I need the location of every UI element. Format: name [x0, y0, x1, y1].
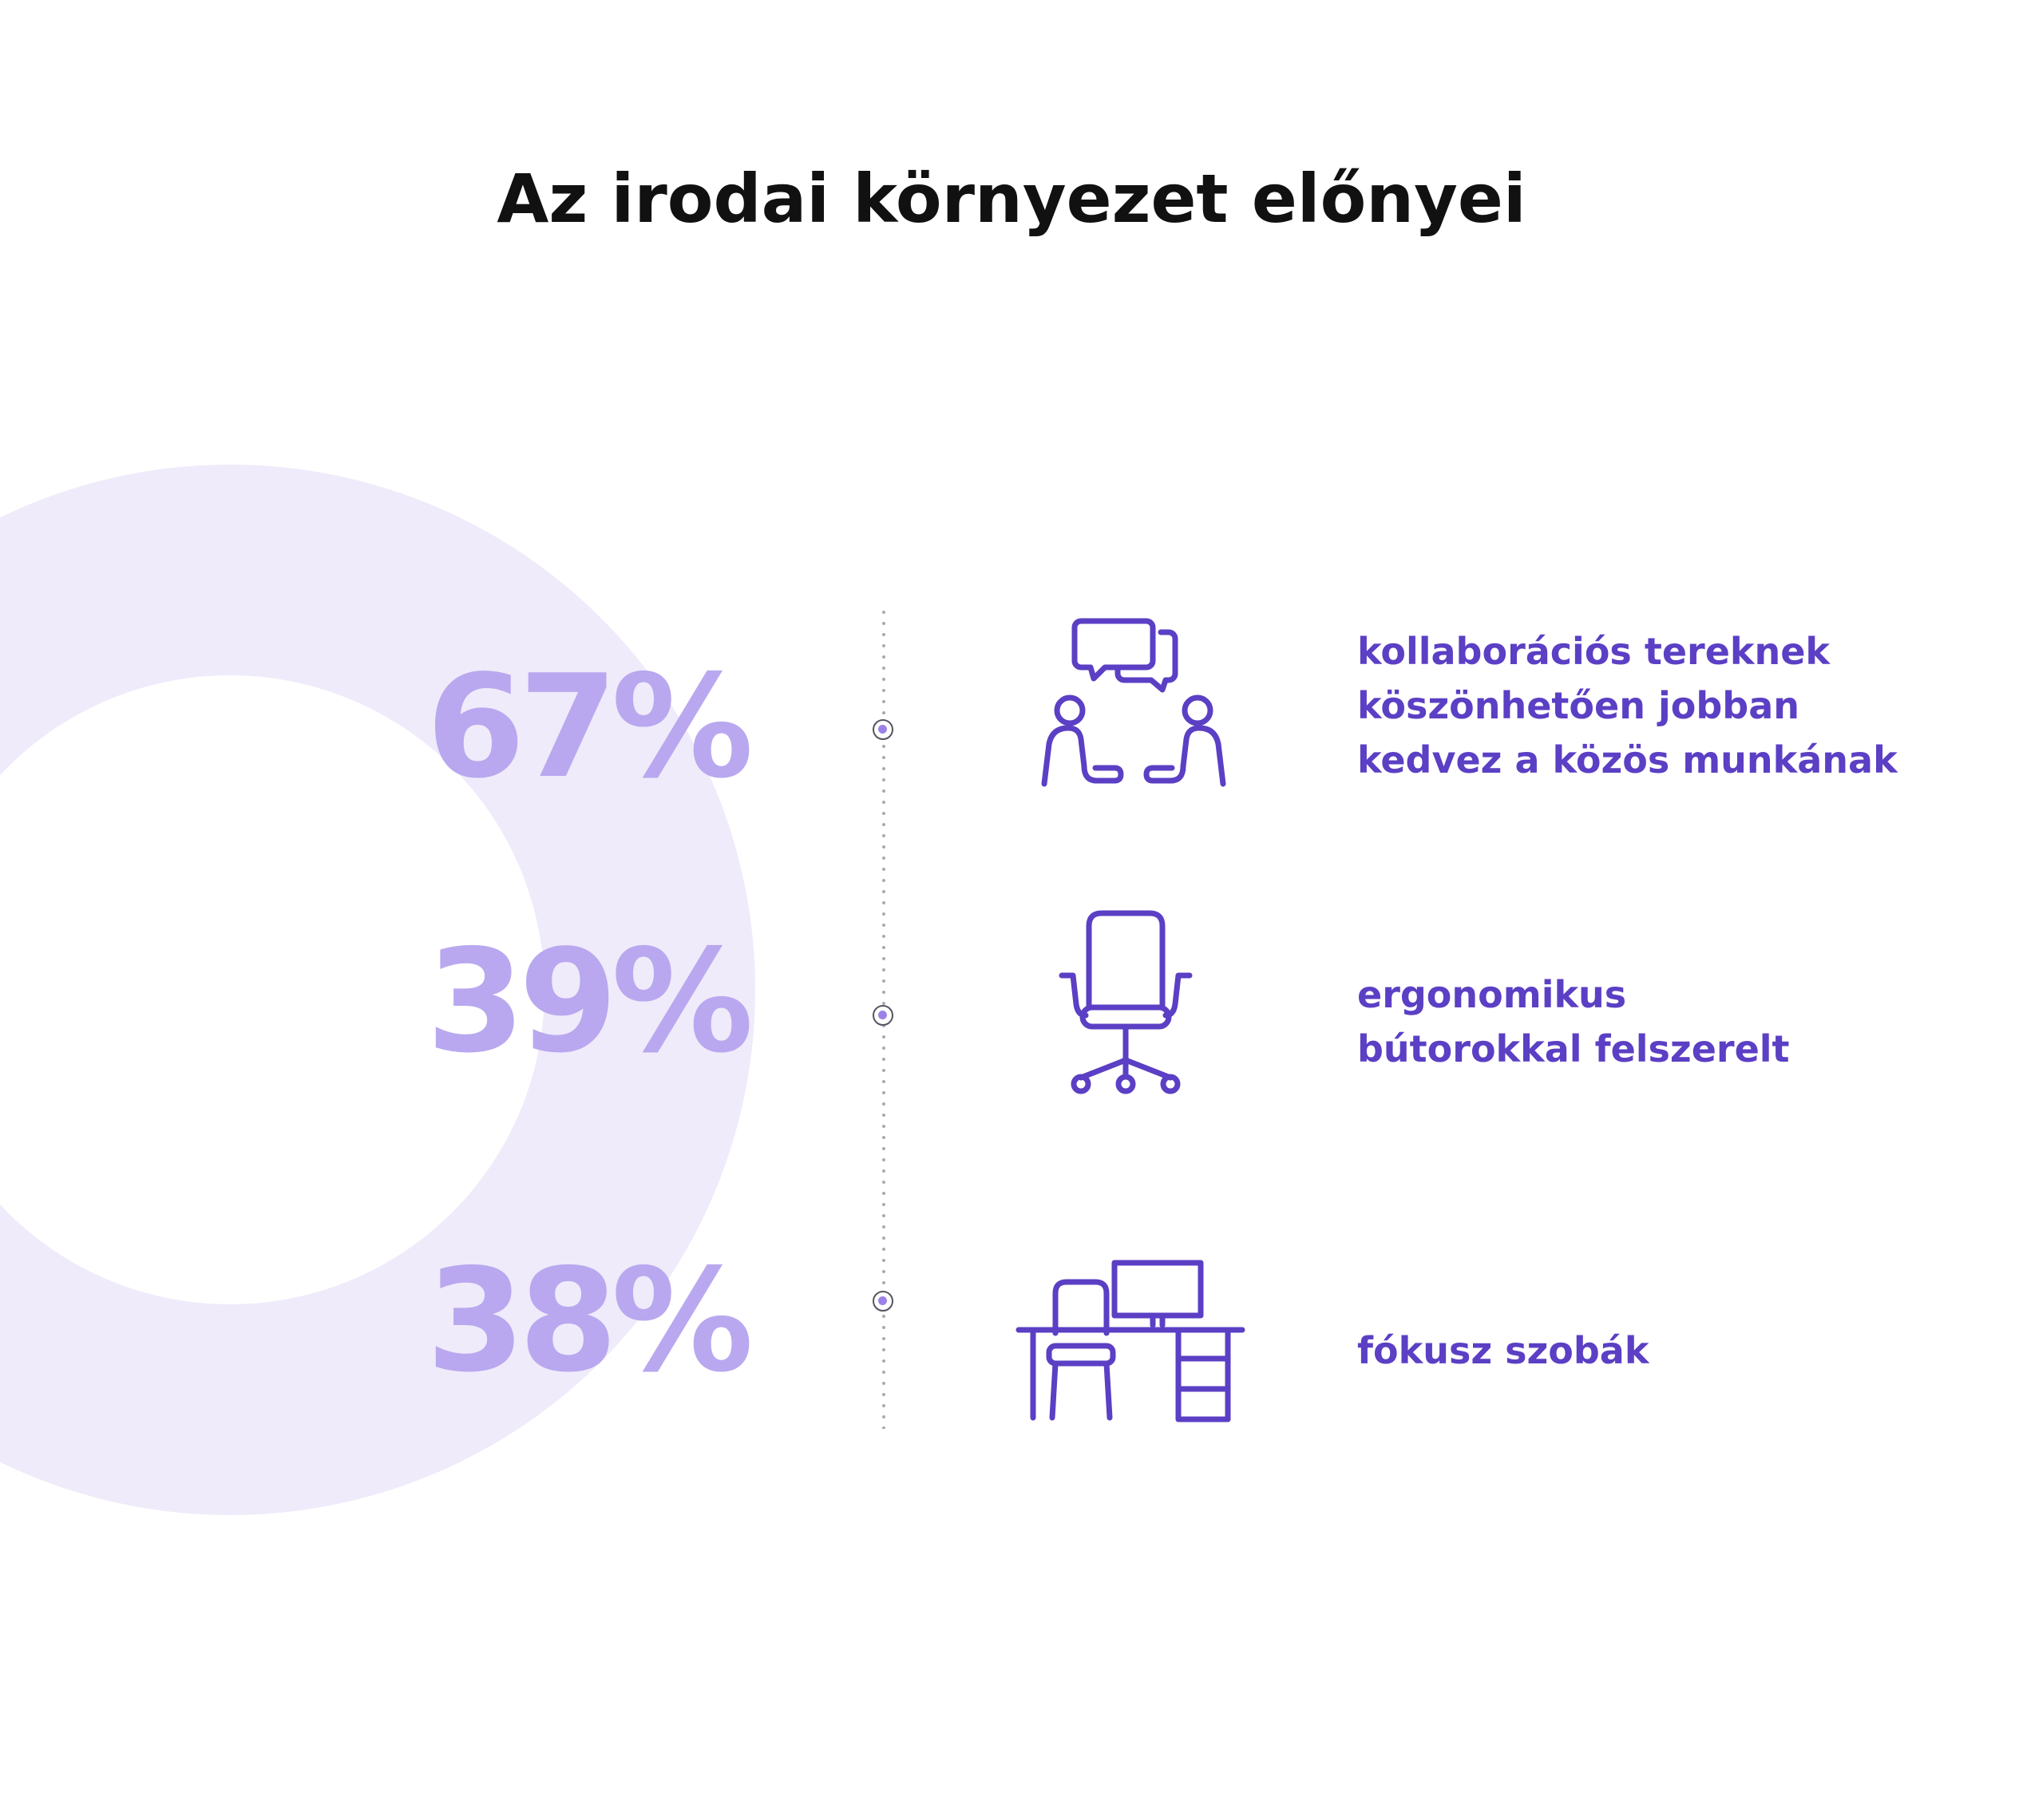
timeline-node: [873, 1005, 893, 1026]
label-line: kedvez a közös munkának: [1357, 738, 1898, 781]
label-line: bútorokkal felszerelt: [1357, 1027, 1790, 1070]
timeline-node: [873, 719, 893, 740]
desk-workstation-icon: [1015, 1258, 1247, 1426]
conversation-icon: [1035, 615, 1242, 790]
benefit-label-ergonomics: ergonomikus bútorokkal felszerelt: [1357, 967, 1964, 1076]
benefit-label-focus-rooms: fókusz szobák: [1357, 1323, 1964, 1378]
label-line: kollaborációs tereknek: [1357, 630, 1831, 673]
stat-value-ergonomics: 39%: [426, 919, 754, 1084]
page-title: Az irodai környezet előnyei: [497, 160, 1526, 238]
timeline-node: [873, 1291, 893, 1312]
stat-value-focus-rooms: 38%: [426, 1238, 754, 1403]
stat-value-collaboration: 67%: [426, 644, 754, 809]
label-line: ergonomikus: [1357, 973, 1627, 1016]
label-line: fókusz szobák: [1357, 1329, 1649, 1372]
office-chair-icon: [1059, 908, 1202, 1100]
benefit-label-collaboration: kollaborációs tereknek köszönhetően jobb…: [1357, 624, 1964, 787]
label-line: köszönhetően jobban: [1357, 684, 1799, 727]
